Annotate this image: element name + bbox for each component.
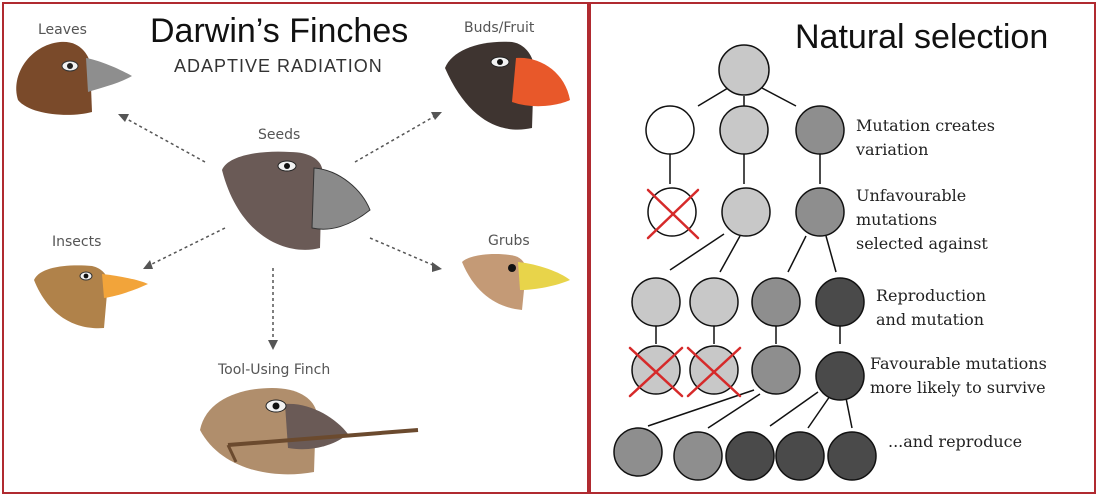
tree-node-dark [775,431,825,481]
tree-node-light [719,105,769,155]
arrowhead-leaves [118,114,129,122]
natural-selection-panel [589,2,1096,494]
tree-node-dark [815,277,865,327]
arrowhead-insects [143,260,153,269]
arrowhead-tool-finch [268,340,278,350]
tree-link [807,395,831,429]
tree-node-root [718,44,770,96]
step-line: selected against [856,234,988,253]
cross-icon [646,188,700,240]
tool-using-finch-icon [200,388,419,475]
step-line: Unfavourable [856,186,967,205]
tree-node-dark [725,431,775,481]
tree-link [697,87,729,107]
label-grubs: Grubs [488,233,530,249]
cross-icon [686,346,742,398]
tree-link [845,397,853,429]
natural-selection-title: Natural selection [795,18,1049,56]
grubs-finch-icon [462,254,570,310]
insects-finch-icon [34,265,148,329]
label-seeds: Seeds [258,127,301,143]
step-line: more likely to survive [870,378,1046,397]
step-line: ...and reproduce [888,432,1023,451]
tree-link [769,391,819,427]
tree-node-mid [795,187,845,237]
tree-node-mid [613,427,663,477]
step-line: Reproduction [876,286,987,305]
label-leaves: Leaves [38,22,87,38]
tree-node-light [689,277,739,327]
arrow-to-insects [149,227,226,266]
tree-node-mid [795,105,845,155]
step-line: variation [856,140,929,159]
step-favourable-survive: Favourable mutations more likely to surv… [870,352,1047,400]
tree-link [707,393,761,429]
tree-node-dark [827,431,877,481]
step-line: and mutation [876,310,985,329]
step-and-reproduce: ...and reproduce [888,430,1022,454]
tree-link [787,235,807,273]
tree-node-white [645,105,695,155]
buds-fruit-finch-icon [445,41,570,130]
tree-node-light [631,277,681,327]
arrowhead-grubs [432,262,442,272]
tree-link [647,389,755,427]
tree-node-mid [751,277,801,327]
tree-node-light [721,187,771,237]
arrowhead-buds-fruit [431,112,442,120]
step-line: mutations [856,210,938,229]
finches-subtitle: ADAPTIVE RADIATION [174,56,383,76]
label-tool-using-finch: Tool-Using Finch [218,362,331,378]
leaves-finch-icon [16,41,132,115]
step-unfavourable-selected-against: Unfavourable mutations selected against [856,184,988,256]
tree-node-dark [815,351,865,401]
step-reproduction-and-mutation: Reproduction and mutation [876,284,986,332]
tree-node-mid [673,431,723,481]
step-line: Favourable mutations [870,354,1047,373]
tree-link [669,233,725,271]
finches-title: Darwin’s Finches [150,12,409,50]
label-insects: Insects [52,234,102,250]
tree-link [719,235,741,273]
cross-icon [628,346,684,398]
tree-link [825,235,837,273]
tree-link [761,87,797,107]
step-line: Mutation creates [856,116,995,135]
step-mutation-creates-variation: Mutation creates variation [856,114,995,162]
tree-node-mid [751,345,801,395]
label-buds-fruit: Buds/Fruit [464,20,535,36]
seeds-finch-icon [222,151,371,250]
